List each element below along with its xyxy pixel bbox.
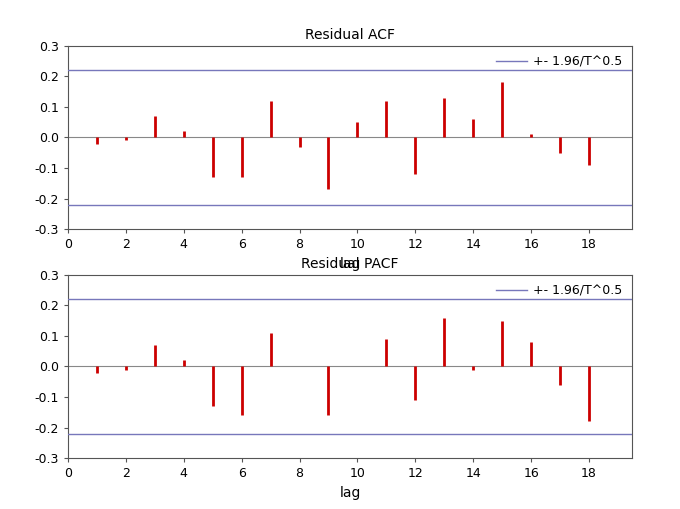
Legend: +- 1.96/T^0.5: +- 1.96/T^0.5	[492, 52, 626, 73]
Title: Residual ACF: Residual ACF	[305, 28, 395, 42]
Legend: +- 1.96/T^0.5: +- 1.96/T^0.5	[492, 281, 626, 302]
Title: Residual PACF: Residual PACF	[301, 257, 399, 271]
X-axis label: lag: lag	[339, 257, 361, 271]
X-axis label: lag: lag	[339, 486, 361, 500]
